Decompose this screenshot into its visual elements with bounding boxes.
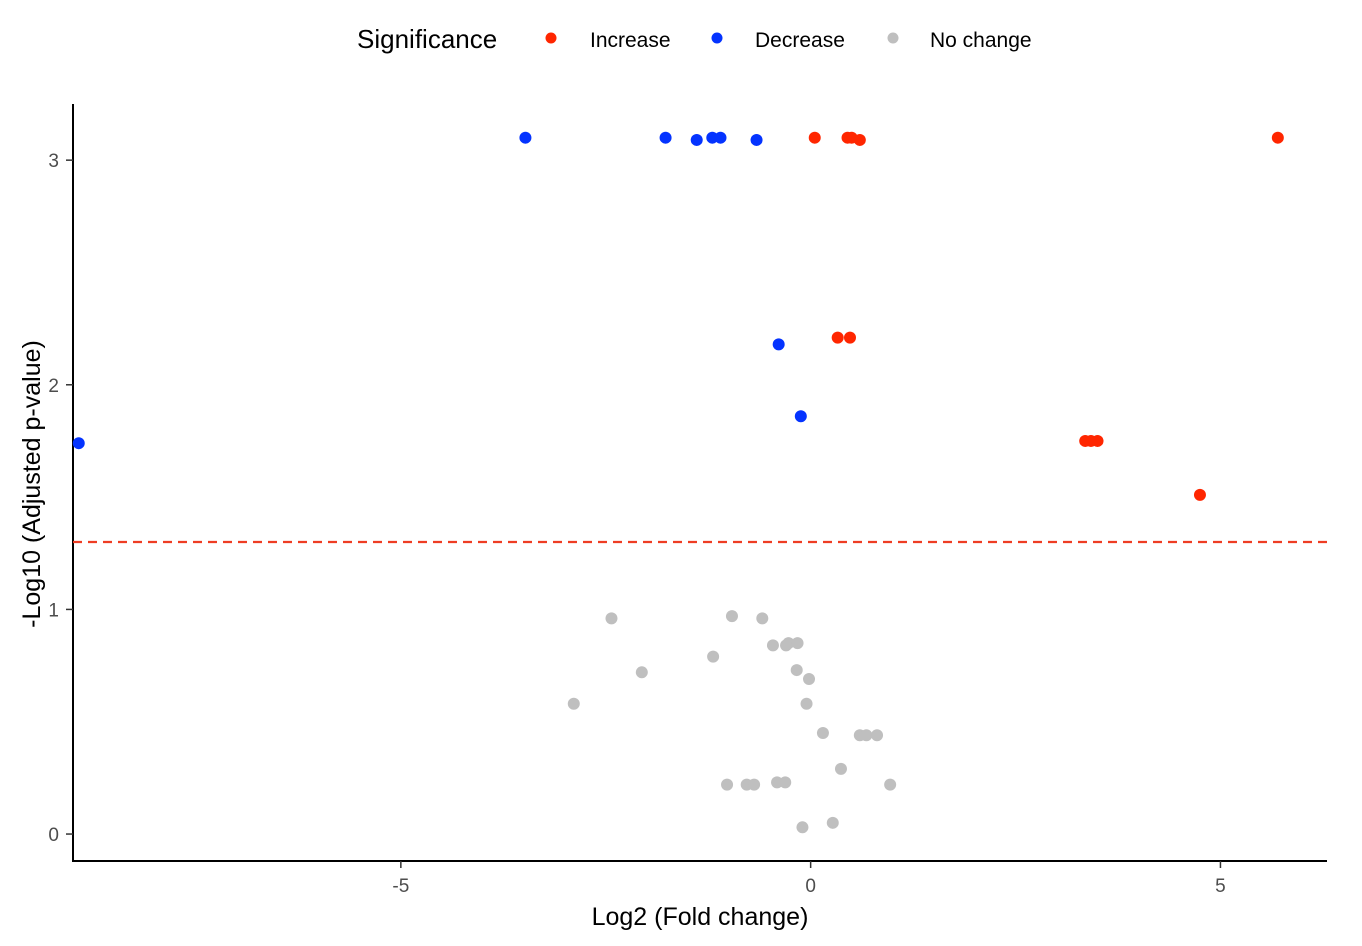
- point-decrease: [659, 131, 672, 144]
- y-tick-label: 3: [48, 151, 59, 172]
- point-no-change: [871, 729, 884, 742]
- point-decrease: [690, 133, 703, 146]
- point-no-change: [567, 697, 580, 710]
- point-no-change: [884, 778, 897, 791]
- point-no-change: [800, 697, 813, 710]
- y-tick-label: 2: [48, 376, 59, 397]
- point-no-change: [779, 776, 792, 789]
- point-increase: [1193, 488, 1206, 501]
- point-no-change: [803, 673, 816, 686]
- y-axis-ticks: 0 1 2 3: [48, 151, 73, 846]
- point-decrease: [714, 131, 727, 144]
- point-decrease: [519, 131, 532, 144]
- point-no-change: [791, 637, 804, 650]
- x-axis-title: Log2 (Fold change): [592, 903, 809, 931]
- point-increase: [1091, 434, 1104, 447]
- point-no-change: [748, 778, 761, 791]
- point-no-change: [826, 816, 839, 829]
- point-no-change: [782, 637, 795, 650]
- legend-key-increase: [545, 32, 557, 44]
- legend-label-no-change: No change: [930, 29, 1032, 52]
- point-no-change: [605, 612, 618, 625]
- point-no-change: [721, 778, 734, 791]
- point-increase: [1271, 131, 1284, 144]
- point-increase: [853, 133, 866, 146]
- y-axis-title: -Log10 (Adjusted p-value): [18, 340, 46, 628]
- point-decrease: [72, 437, 85, 450]
- legend: Significance Increase Decrease No change: [357, 24, 1032, 54]
- y-tick-label: 0: [48, 825, 59, 846]
- point-no-change: [796, 821, 809, 834]
- point-no-change: [725, 610, 738, 623]
- point-increase: [808, 131, 821, 144]
- point-no-change: [834, 762, 847, 775]
- x-tick-label: -5: [392, 876, 409, 897]
- legend-key-decrease: [711, 32, 723, 44]
- legend-label-decrease: Decrease: [755, 29, 845, 52]
- point-decrease: [750, 133, 763, 146]
- point-decrease: [772, 338, 785, 351]
- x-tick-label: 5: [1215, 876, 1226, 897]
- point-no-change: [816, 726, 829, 739]
- point-no-change: [635, 666, 648, 679]
- x-axis-ticks: -5 0 5: [392, 861, 1226, 897]
- legend-label-increase: Increase: [590, 29, 671, 52]
- point-no-change: [860, 729, 873, 742]
- point-no-change: [766, 639, 779, 652]
- y-tick-label: 1: [48, 600, 59, 621]
- point-decrease: [794, 410, 807, 423]
- legend-key-no-change: [887, 32, 899, 44]
- data-points: [72, 131, 1284, 834]
- point-no-change: [707, 650, 720, 663]
- point-increase: [843, 331, 856, 344]
- point-no-change: [756, 612, 769, 625]
- point-increase: [831, 331, 844, 344]
- point-no-change: [790, 664, 803, 677]
- x-tick-label: 0: [805, 876, 816, 897]
- legend-title: Significance: [357, 24, 497, 54]
